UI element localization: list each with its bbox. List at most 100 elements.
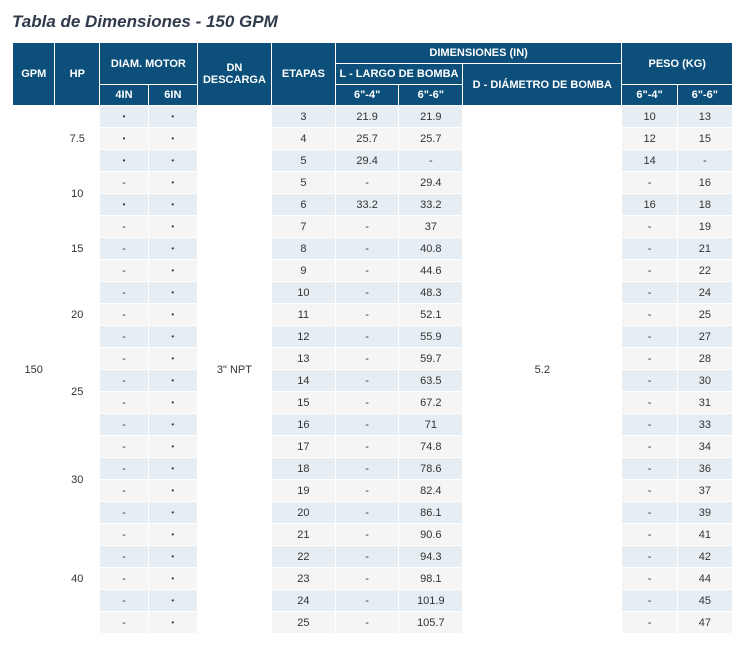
cell-hp: 15: [55, 216, 100, 282]
th-etapas: ETAPAS: [272, 43, 336, 106]
cell-l-64: -: [335, 480, 399, 502]
cell-etapa: 25: [272, 612, 336, 634]
cell-peso-64: -: [622, 326, 677, 348]
table-row: -•15-67.2-31: [13, 392, 733, 414]
cell-peso-66: 45: [677, 590, 732, 612]
cell-hp: 20: [55, 282, 100, 348]
cell-motor-6in: •: [148, 326, 197, 348]
cell-etapa: 24: [272, 590, 336, 612]
table-row: -•11-52.1-25: [13, 304, 733, 326]
cell-etapa: 5: [272, 172, 336, 194]
th-p-64: 6"-4": [622, 85, 677, 106]
cell-etapa: 10: [272, 282, 336, 304]
cell-motor-4in: -: [100, 590, 149, 612]
th-p-66: 6"-6": [677, 85, 732, 106]
cell-l-64: -: [335, 524, 399, 546]
cell-hp: 7.5: [55, 106, 100, 172]
cell-motor-6in: •: [148, 282, 197, 304]
cell-l-64: -: [335, 458, 399, 480]
th-diametro-bomba: D - DIÁMETRO DE BOMBA: [463, 64, 622, 106]
cell-peso-64: -: [622, 238, 677, 260]
table-row: 10-•5-29.4-16: [13, 172, 733, 194]
table-row: -•25-105.7-47: [13, 612, 733, 634]
cell-etapa: 15: [272, 392, 336, 414]
cell-peso-64: -: [622, 524, 677, 546]
cell-motor-4in: -: [100, 568, 149, 590]
cell-motor-6in: •: [148, 150, 197, 172]
table-row: -•8-40.8-21: [13, 238, 733, 260]
cell-motor-6in: •: [148, 348, 197, 370]
cell-peso-64: -: [622, 436, 677, 458]
table-row: -•9-44.6-22: [13, 260, 733, 282]
cell-peso-64: -: [622, 282, 677, 304]
cell-l-66: 63.5: [399, 370, 463, 392]
cell-peso-64: -: [622, 590, 677, 612]
cell-peso-66: 39: [677, 502, 732, 524]
cell-l-64: -: [335, 590, 399, 612]
cell-l-64: 25.7: [335, 128, 399, 150]
table-row: 1507.5••3" NPT321.921.95.21013: [13, 106, 733, 128]
cell-motor-6in: •: [148, 568, 197, 590]
cell-l-64: 29.4: [335, 150, 399, 172]
cell-motor-4in: -: [100, 260, 149, 282]
cell-l-66: 29.4: [399, 172, 463, 194]
cell-l-64: -: [335, 348, 399, 370]
cell-etapa: 13: [272, 348, 336, 370]
cell-l-64: 21.9: [335, 106, 399, 128]
cell-motor-4in: -: [100, 612, 149, 634]
cell-peso-64: 12: [622, 128, 677, 150]
cell-peso-64: -: [622, 612, 677, 634]
cell-l-66: 94.3: [399, 546, 463, 568]
cell-peso-66: 16: [677, 172, 732, 194]
cell-motor-4in: -: [100, 348, 149, 370]
cell-motor-6in: •: [148, 590, 197, 612]
cell-l-64: -: [335, 260, 399, 282]
cell-l-66: 33.2: [399, 194, 463, 216]
cell-motor-6in: •: [148, 260, 197, 282]
cell-etapa: 4: [272, 128, 336, 150]
cell-etapa: 16: [272, 414, 336, 436]
cell-peso-66: 47: [677, 612, 732, 634]
cell-etapa: 11: [272, 304, 336, 326]
cell-etapa: 12: [272, 326, 336, 348]
cell-l-66: 78.6: [399, 458, 463, 480]
cell-peso-64: -: [622, 260, 677, 282]
cell-l-64: 33.2: [335, 194, 399, 216]
cell-motor-6in: •: [148, 128, 197, 150]
cell-etapa: 18: [272, 458, 336, 480]
cell-motor-6in: •: [148, 612, 197, 634]
table-row: -•22-94.3-42: [13, 546, 733, 568]
cell-motor-4in: •: [100, 194, 149, 216]
cell-l-66: 71: [399, 414, 463, 436]
cell-peso-66: 22: [677, 260, 732, 282]
cell-peso-66: 28: [677, 348, 732, 370]
cell-motor-4in: -: [100, 524, 149, 546]
cell-peso-64: -: [622, 502, 677, 524]
th-dn-descarga: DN DESCARGA: [197, 43, 271, 106]
cell-l-64: -: [335, 216, 399, 238]
cell-dn-descarga: 3" NPT: [197, 106, 271, 634]
cell-peso-64: -: [622, 568, 677, 590]
th-gpm: GPM: [13, 43, 55, 106]
dimensions-table: GPM HP DIAM. MOTOR DN DESCARGA ETAPAS DI…: [12, 42, 733, 634]
cell-peso-64: -: [622, 370, 677, 392]
cell-peso-64: -: [622, 546, 677, 568]
cell-motor-4in: -: [100, 304, 149, 326]
cell-motor-6in: •: [148, 480, 197, 502]
cell-hp: 10: [55, 172, 100, 216]
cell-peso-66: 13: [677, 106, 732, 128]
cell-etapa: 8: [272, 238, 336, 260]
cell-l-66: 48.3: [399, 282, 463, 304]
cell-l-64: -: [335, 304, 399, 326]
cell-peso-66: 33: [677, 414, 732, 436]
cell-etapa: 21: [272, 524, 336, 546]
cell-l-66: 101.9: [399, 590, 463, 612]
cell-motor-4in: -: [100, 238, 149, 260]
cell-etapa: 19: [272, 480, 336, 502]
cell-peso-66: 30: [677, 370, 732, 392]
cell-l-66: 44.6: [399, 260, 463, 282]
cell-etapa: 23: [272, 568, 336, 590]
cell-motor-6in: •: [148, 502, 197, 524]
th-dm-4in: 4IN: [100, 85, 149, 106]
table-row: 30-•17-74.8-34: [13, 436, 733, 458]
